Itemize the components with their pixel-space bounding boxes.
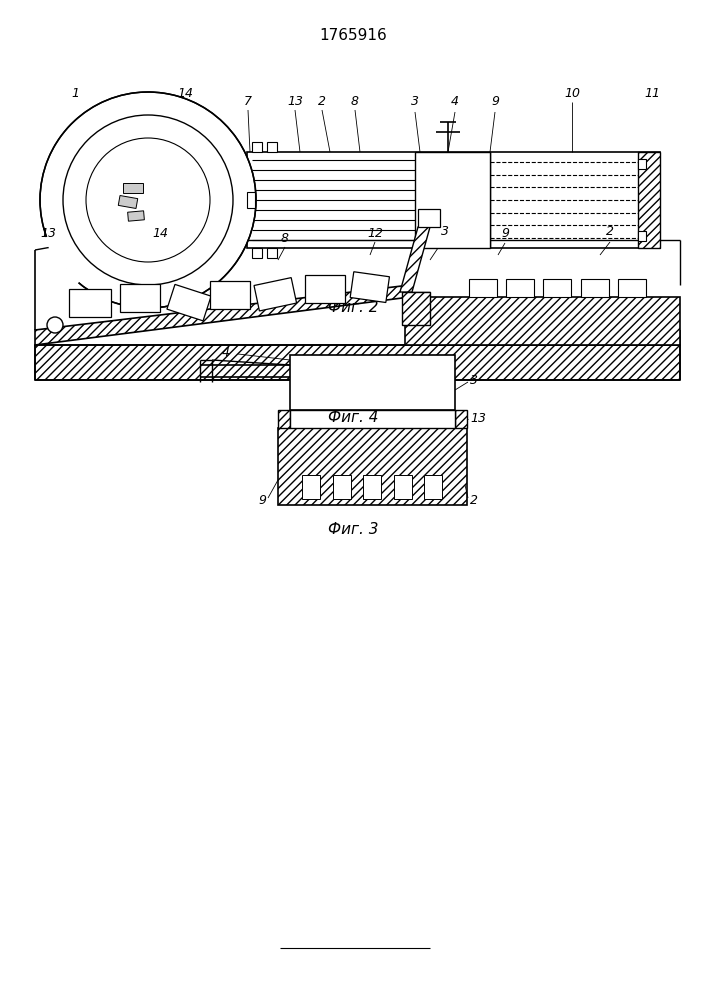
Bar xyxy=(254,278,296,311)
Circle shape xyxy=(63,115,233,285)
Circle shape xyxy=(47,317,63,333)
Bar xyxy=(350,272,390,303)
Polygon shape xyxy=(35,285,410,345)
Text: 13: 13 xyxy=(470,412,486,426)
Text: 9: 9 xyxy=(501,227,509,240)
Bar xyxy=(455,410,467,428)
Bar xyxy=(210,281,250,309)
Bar xyxy=(128,211,144,221)
Bar xyxy=(506,279,534,297)
Text: Фиг. 2: Фиг. 2 xyxy=(328,300,378,315)
Bar xyxy=(120,284,160,312)
Text: 1765916: 1765916 xyxy=(319,28,387,43)
Bar xyxy=(638,159,646,169)
Text: 14: 14 xyxy=(152,227,168,240)
Polygon shape xyxy=(400,227,430,292)
Bar xyxy=(618,279,645,297)
Bar xyxy=(415,152,490,248)
Circle shape xyxy=(86,138,210,262)
Bar xyxy=(363,475,382,499)
Bar xyxy=(418,209,440,227)
Bar xyxy=(278,410,290,428)
Bar xyxy=(69,289,111,317)
Bar xyxy=(247,192,255,208)
Bar xyxy=(252,248,262,258)
Bar xyxy=(424,475,443,499)
Bar xyxy=(290,410,455,428)
Bar xyxy=(544,279,571,297)
Text: 3: 3 xyxy=(411,95,419,108)
Bar xyxy=(278,428,467,505)
Circle shape xyxy=(40,92,256,308)
Text: 2: 2 xyxy=(606,225,614,238)
Text: 1: 1 xyxy=(71,87,79,100)
Text: 14: 14 xyxy=(177,87,193,100)
Text: Фиг. 3: Фиг. 3 xyxy=(328,522,378,537)
Text: 13: 13 xyxy=(40,227,56,240)
Bar xyxy=(267,142,277,152)
Text: 9: 9 xyxy=(258,493,266,506)
Bar xyxy=(394,475,412,499)
Bar xyxy=(303,475,320,499)
Text: 3: 3 xyxy=(441,225,449,238)
Text: 11: 11 xyxy=(644,87,660,100)
Text: 4: 4 xyxy=(451,95,459,108)
Bar xyxy=(405,297,680,345)
Bar xyxy=(402,292,430,325)
Text: 3: 3 xyxy=(470,373,478,386)
Text: 13: 13 xyxy=(287,95,303,108)
Bar xyxy=(267,248,277,258)
Bar xyxy=(252,142,262,152)
Bar xyxy=(290,355,455,410)
Bar xyxy=(305,275,345,303)
Text: Фиг. 4: Фиг. 4 xyxy=(328,410,378,425)
Text: 12: 12 xyxy=(367,227,383,240)
Bar xyxy=(638,152,660,248)
Bar xyxy=(469,279,497,297)
Bar xyxy=(580,279,609,297)
Bar xyxy=(118,196,138,208)
Bar xyxy=(333,475,351,499)
Text: 10: 10 xyxy=(564,87,580,100)
Bar xyxy=(123,183,143,193)
Text: 2: 2 xyxy=(318,95,326,108)
Bar xyxy=(167,284,211,321)
Text: 2: 2 xyxy=(470,493,478,506)
Text: 4: 4 xyxy=(222,346,230,359)
Bar xyxy=(638,231,646,241)
Text: 8: 8 xyxy=(351,95,359,108)
Text: 8: 8 xyxy=(281,232,289,245)
Text: 9: 9 xyxy=(491,95,499,108)
Bar xyxy=(247,152,660,248)
Bar xyxy=(35,345,680,380)
Text: 7: 7 xyxy=(244,95,252,108)
